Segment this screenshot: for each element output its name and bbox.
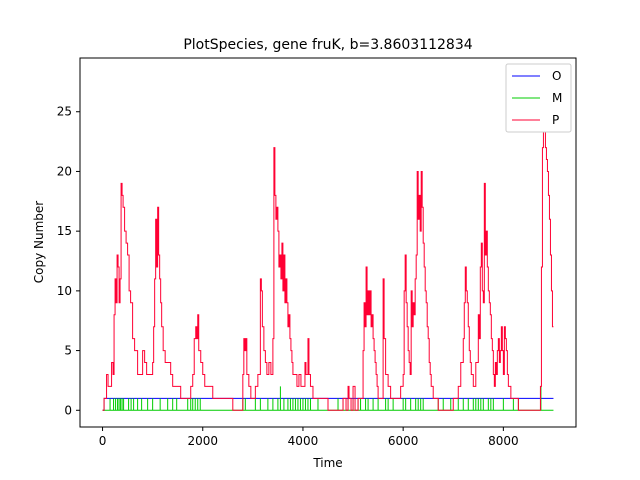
x-tick-label: 0 [99,434,107,448]
y-tick-label: 25 [57,105,72,119]
y-axis-label: Copy Number [32,201,46,284]
y-axis: 0 5 10 15 20 25 [57,105,80,417]
x-tick-label: 6000 [388,434,419,448]
y-tick-label: 20 [57,164,72,178]
x-axis-label: Time [312,456,342,470]
chart-title: PlotSpecies, gene fruK, b=3.8603112834 [183,37,472,53]
x-tick-label: 4000 [288,434,319,448]
legend-label-m: M [552,91,562,105]
series-layer [102,87,554,411]
plot-area [79,57,577,428]
y-tick-label: 10 [57,284,72,298]
y-tick-label: 0 [64,403,72,417]
y-tick-label: 15 [57,224,72,238]
x-axis: 0 2000 4000 6000 8000 [99,427,519,448]
x-tick-label: 2000 [187,434,218,448]
legend-label-p: P [552,113,559,127]
legend: OMP [505,63,572,133]
legend-label-o: O [552,69,561,83]
y-tick-label: 5 [64,344,72,358]
x-tick-label: 8000 [488,434,519,448]
series-line-p [102,87,554,411]
